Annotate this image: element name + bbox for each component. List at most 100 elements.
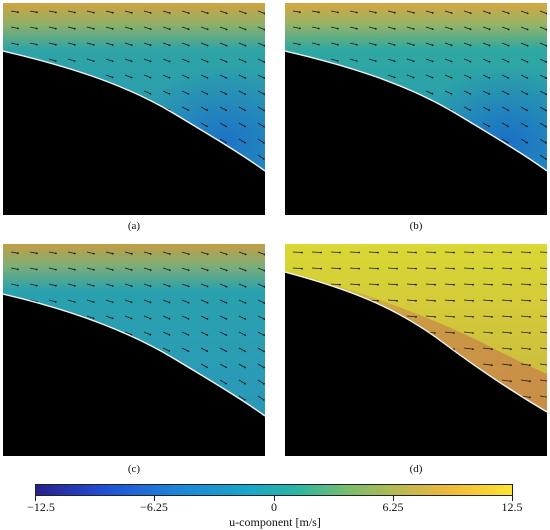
flow-arrow	[501, 331, 511, 334]
flow-arrow	[539, 154, 547, 160]
flow-arrow	[219, 122, 227, 127]
flow-arrow-head	[488, 60, 491, 63]
flow-arrow	[444, 10, 452, 14]
flow-arrow-head	[35, 268, 38, 271]
flow-arrow	[257, 267, 265, 271]
flow-arrow-head	[491, 251, 493, 254]
flow-arrow	[86, 10, 94, 13]
flow-arrow-head	[225, 253, 228, 256]
flow-arrow	[124, 42, 132, 46]
flow-arrow-head	[318, 11, 320, 14]
flow-arrow-head	[225, 285, 228, 288]
flow-arrow	[463, 58, 471, 62]
velocity-field-c	[3, 244, 265, 456]
flow-arrow-head	[168, 44, 171, 47]
flow-arrow-head	[263, 350, 265, 353]
flow-arrow-head	[92, 11, 95, 14]
flow-arrow-head	[526, 141, 528, 144]
flow-arrow	[238, 363, 246, 368]
flow-arrow-head	[491, 316, 493, 318]
flow-arrow	[238, 106, 246, 111]
flow-arrow-head	[469, 93, 472, 95]
flow-arrow-head	[529, 316, 531, 318]
flow-arrow	[368, 42, 376, 46]
flow-arrow	[219, 363, 227, 368]
flow-arrow	[501, 251, 512, 253]
flow-arrow-head	[225, 318, 228, 320]
flow-arrow-head	[111, 76, 114, 79]
flow-arrow-head	[529, 332, 531, 334]
flow-arrow	[67, 267, 75, 271]
flow-arrow-head	[187, 253, 190, 255]
flow-arrow-head	[225, 77, 228, 79]
flow-arrow	[105, 251, 113, 255]
flow-arrow-head	[510, 283, 512, 286]
flow-arrow-head	[453, 332, 455, 334]
flow-arrow-head	[263, 77, 265, 79]
flow-arrow-head	[507, 28, 510, 31]
flow-arrow	[219, 106, 227, 111]
flow-arrow	[406, 74, 414, 78]
flow-arrow-head	[336, 43, 339, 46]
flow-arrow-head	[187, 285, 190, 288]
flow-arrow-head	[54, 301, 57, 303]
flow-arrow	[257, 106, 265, 111]
flow-arrow-head	[507, 77, 510, 79]
flow-arrow	[143, 331, 151, 336]
flow-arrow-head	[130, 269, 133, 271]
flow-arrow	[444, 315, 455, 318]
flow-arrow	[200, 90, 208, 95]
flow-arrow	[501, 10, 509, 14]
flow-arrow	[406, 58, 414, 62]
flow-arrow	[124, 26, 132, 30]
flow-arrow-head	[507, 125, 509, 128]
flow-arrow	[105, 58, 113, 62]
flow-arrow-head	[488, 77, 491, 79]
flow-arrow-head	[526, 61, 529, 63]
flow-arrow-head	[149, 269, 152, 271]
flow-arrow	[425, 267, 436, 269]
flow-arrow	[482, 122, 490, 127]
flow-arrow	[463, 10, 471, 14]
flow-arrow-head	[54, 268, 57, 271]
flow-arrow-head	[187, 334, 190, 336]
flow-arrow	[143, 58, 151, 62]
flow-arrow	[181, 267, 189, 271]
panel-b-image	[285, 3, 547, 215]
flow-arrow-head	[225, 28, 228, 31]
flow-arrow	[124, 283, 132, 287]
flow-arrow-head	[206, 269, 209, 272]
flow-arrow-head	[434, 316, 436, 318]
flow-arrow-head	[263, 318, 265, 320]
flow-arrow-head	[17, 268, 19, 271]
flow-arrow-head	[187, 93, 190, 95]
flow-arrow	[200, 42, 208, 46]
flow-arrow	[86, 283, 94, 287]
flow-arrow-head	[92, 27, 95, 30]
flow-arrow-head	[510, 332, 512, 334]
flow-arrow-head	[301, 267, 303, 270]
flow-arrow-head	[526, 44, 529, 47]
flow-arrow	[425, 10, 433, 14]
flow-arrow-head	[16, 43, 19, 46]
flow-arrow-head	[336, 60, 339, 62]
flow-arrow	[406, 267, 417, 269]
flow-arrow-head	[469, 28, 472, 31]
flow-arrow	[539, 251, 547, 253]
flow-arrow-head	[453, 251, 455, 254]
flow-arrow	[520, 347, 530, 350]
flow-arrow-head	[206, 334, 209, 336]
flow-arrow	[162, 347, 170, 352]
flow-arrow-head	[491, 332, 493, 334]
flow-arrow	[200, 58, 208, 63]
flow-arrow-head	[149, 76, 152, 79]
flow-arrow-head	[92, 285, 95, 287]
flow-arrow-head	[244, 269, 247, 272]
flow-arrow-head	[168, 60, 171, 63]
flow-arrow-head	[244, 77, 247, 79]
flow-arrow	[238, 299, 246, 304]
flow-arrow-head	[374, 60, 377, 62]
flow-arrow-head	[529, 396, 531, 399]
flow-arrow-head	[130, 333, 133, 336]
flow-arrow	[349, 42, 357, 46]
